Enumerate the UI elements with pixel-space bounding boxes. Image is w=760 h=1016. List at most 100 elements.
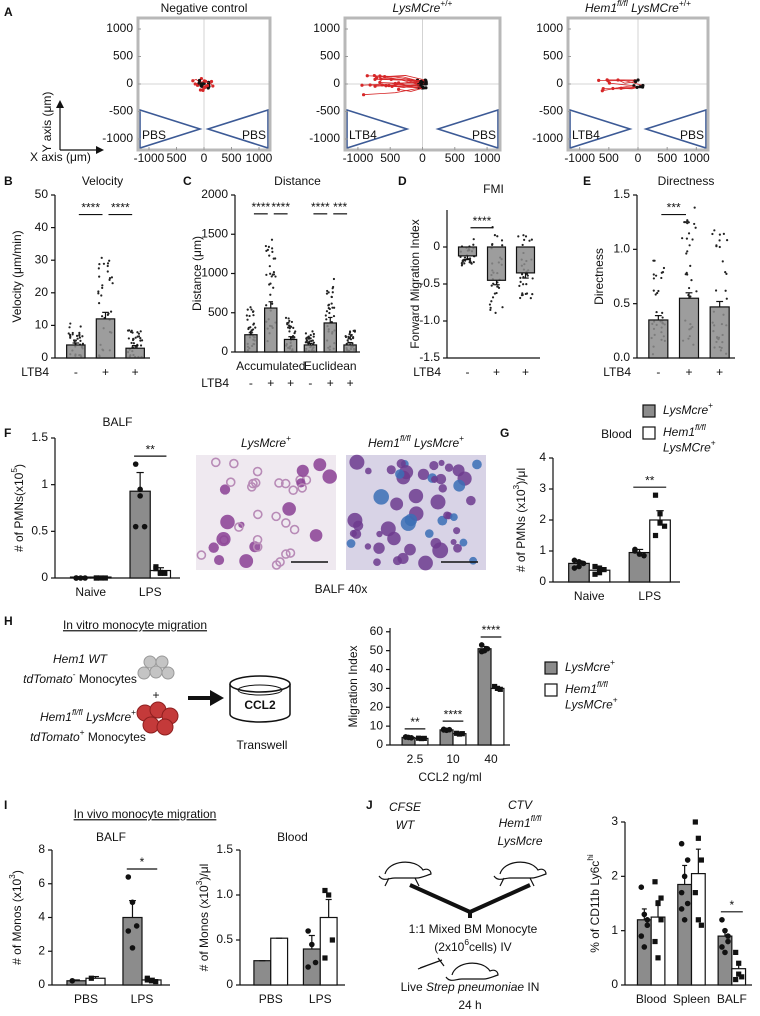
jitter-dot [109, 310, 113, 313]
jitter-dot [97, 290, 100, 293]
jitter-dot [520, 273, 524, 276]
chamber-label: PBS [142, 128, 166, 142]
x-tick-label: -1000 [343, 151, 374, 165]
jitter-dot [269, 282, 272, 285]
jitter-dot [685, 252, 688, 255]
jitter-dot [106, 270, 109, 273]
nucleus [430, 494, 446, 510]
chart-title: Blood [277, 830, 308, 844]
bar [283, 338, 298, 353]
jitter-dot [687, 221, 690, 224]
data-point [132, 523, 139, 530]
data-point [402, 734, 409, 740]
arrow-head [96, 146, 104, 154]
red-cell [252, 466, 263, 477]
y-tick-label: 0 [433, 239, 440, 253]
nucleus [386, 465, 396, 475]
nucleus [296, 464, 309, 477]
y-tick-label: -0.5 [419, 276, 440, 290]
data-point [326, 892, 332, 898]
significance-label: **** [251, 200, 270, 214]
axis-caption: X axis (μm) [30, 150, 91, 164]
nucleus [395, 469, 405, 479]
jitter-dot [352, 335, 355, 339]
group-label: Accumulated [236, 359, 305, 373]
nucleus [472, 459, 482, 470]
nucleus [373, 558, 381, 567]
text-run: LysMCre [663, 441, 711, 455]
bar [264, 307, 278, 353]
data-point [93, 575, 100, 581]
bar [477, 648, 492, 746]
y-tick-label: -1.5 [419, 350, 440, 364]
jitter-dot [463, 256, 467, 259]
nucleus [214, 554, 225, 566]
panel-letter: G [500, 426, 509, 440]
nucleus [452, 464, 465, 477]
jitter-dot [304, 332, 308, 335]
nucleus [453, 479, 466, 492]
jitter-dot [328, 311, 331, 315]
jitter-dot [78, 336, 82, 339]
diagram-text: LysMcre [497, 834, 542, 848]
significance-label: ** [645, 473, 655, 487]
cell-track [395, 83, 427, 89]
data-point [456, 731, 463, 737]
micrograph [196, 455, 336, 570]
jitter-dot [694, 226, 697, 229]
data-point [739, 974, 745, 980]
nucleus [404, 543, 416, 556]
bar [303, 344, 318, 353]
data-point [88, 975, 94, 981]
jitter-dot [139, 339, 142, 342]
red-cell [196, 550, 207, 560]
data-point [305, 964, 311, 970]
jitter-dot [661, 311, 664, 314]
text-run: fl/fl [531, 813, 543, 823]
y-axis-label: Forward Migration Index [408, 219, 422, 348]
jitter-dot [327, 303, 331, 306]
jitter-dot [268, 254, 271, 257]
jitter-dot [525, 283, 528, 286]
cell-icon [155, 655, 169, 669]
data-point [641, 911, 648, 918]
jitter-dot [271, 273, 274, 276]
jitter-dot [97, 292, 100, 295]
chamber-label: PBS [472, 128, 496, 142]
y-tick-label: -1.0 [419, 313, 440, 327]
mouse-icon [493, 861, 547, 887]
jitter-dot [290, 320, 294, 324]
bar [628, 551, 651, 583]
jitter-dot [330, 295, 333, 299]
jitter-dot [346, 339, 349, 342]
jitter-dot [490, 284, 493, 287]
nucleus [450, 538, 457, 546]
data-point [144, 977, 150, 983]
chart-title: LysMCre+/+ [393, 0, 453, 15]
x-tick-label: + [267, 376, 274, 390]
x-tick-label: PBS [259, 992, 283, 1006]
jitter-dot [312, 341, 316, 344]
jitter-dot [108, 277, 112, 280]
nucleus [219, 484, 231, 495]
track-start [616, 78, 620, 82]
y-tick-label: 0 [41, 350, 48, 364]
jitter-dot [327, 291, 330, 294]
x-tick-label: + [716, 365, 723, 379]
nucleus [376, 530, 383, 538]
cell-track [382, 84, 423, 89]
jitter-dot [139, 330, 142, 333]
jitter-dot [518, 284, 521, 287]
text-run: cells) IV [469, 940, 512, 954]
y-tick-label: 0.5 [613, 296, 630, 310]
track-start [597, 78, 601, 82]
jitter-dot [135, 345, 138, 348]
chart-title: BALF [96, 830, 126, 844]
x-tick-label: + [327, 376, 334, 390]
y-axis-label: # of Monos (x103) [7, 870, 24, 965]
text-run: fl/fl [617, 0, 629, 8]
bar [709, 306, 730, 359]
jitter-dot [531, 293, 534, 296]
y-axis-label: % of CD11b Ly6chi [585, 854, 602, 953]
data-point [418, 735, 425, 742]
